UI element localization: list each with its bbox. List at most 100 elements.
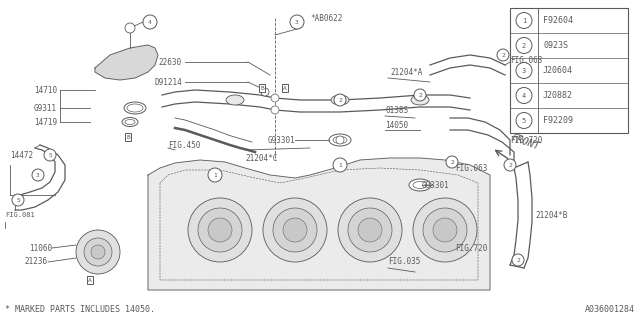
- Text: 14710: 14710: [34, 85, 57, 94]
- Text: A: A: [283, 85, 287, 91]
- Text: 14719: 14719: [34, 117, 57, 126]
- Text: F92604: F92604: [543, 16, 573, 25]
- Text: FRONT: FRONT: [510, 132, 541, 152]
- Text: FIG.720: FIG.720: [510, 135, 542, 145]
- Ellipse shape: [413, 181, 427, 188]
- Circle shape: [433, 218, 457, 242]
- Circle shape: [198, 208, 242, 252]
- Circle shape: [423, 208, 467, 252]
- Circle shape: [76, 230, 120, 274]
- Circle shape: [84, 238, 112, 266]
- Circle shape: [334, 94, 346, 106]
- Text: A036001284: A036001284: [585, 306, 635, 315]
- Text: 11060: 11060: [29, 244, 52, 252]
- Ellipse shape: [329, 134, 351, 146]
- Circle shape: [143, 15, 157, 29]
- Circle shape: [208, 218, 232, 242]
- Text: J20882: J20882: [543, 91, 573, 100]
- Text: D91214: D91214: [154, 77, 182, 86]
- Ellipse shape: [411, 95, 429, 105]
- Circle shape: [358, 218, 382, 242]
- Text: FIG.063: FIG.063: [455, 164, 488, 172]
- Circle shape: [336, 136, 344, 144]
- Text: 3: 3: [522, 68, 526, 74]
- Text: 14050: 14050: [385, 121, 408, 130]
- Circle shape: [283, 218, 307, 242]
- Text: FIG.450: FIG.450: [168, 140, 200, 149]
- Circle shape: [273, 208, 317, 252]
- Text: 1: 1: [338, 163, 342, 167]
- Circle shape: [261, 88, 269, 96]
- Text: FIG.081: FIG.081: [5, 212, 35, 218]
- Text: *AB0622: *AB0622: [310, 13, 342, 22]
- Polygon shape: [148, 158, 490, 290]
- Text: * MARKED PARTS INCLUDES 14050.: * MARKED PARTS INCLUDES 14050.: [5, 306, 155, 315]
- Text: 2: 2: [450, 159, 454, 164]
- Circle shape: [512, 254, 524, 266]
- Text: 0923S: 0923S: [543, 41, 568, 50]
- Text: G93301: G93301: [268, 135, 295, 145]
- Text: 21204*A: 21204*A: [390, 68, 422, 76]
- Text: 2: 2: [522, 43, 526, 49]
- Text: 4: 4: [522, 92, 526, 99]
- Text: 21204*B: 21204*B: [535, 211, 568, 220]
- Ellipse shape: [333, 137, 347, 143]
- Circle shape: [516, 37, 532, 53]
- Circle shape: [208, 168, 222, 182]
- Circle shape: [516, 87, 532, 103]
- Circle shape: [348, 208, 392, 252]
- Text: 3: 3: [295, 20, 299, 25]
- Circle shape: [497, 49, 509, 61]
- Circle shape: [413, 198, 477, 262]
- Circle shape: [32, 169, 44, 181]
- Circle shape: [91, 245, 105, 259]
- Circle shape: [446, 156, 458, 168]
- Text: B: B: [126, 134, 130, 140]
- Circle shape: [504, 159, 516, 171]
- Ellipse shape: [226, 95, 244, 105]
- Text: 2: 2: [501, 52, 505, 58]
- Circle shape: [414, 89, 426, 101]
- Text: G93301: G93301: [422, 180, 450, 189]
- Text: G9311: G9311: [34, 103, 57, 113]
- Text: 5: 5: [48, 153, 52, 157]
- Text: 5: 5: [522, 117, 526, 124]
- Text: 14472: 14472: [10, 150, 33, 159]
- Circle shape: [188, 198, 252, 262]
- Text: 5: 5: [16, 197, 20, 203]
- Text: 2: 2: [418, 92, 422, 98]
- Circle shape: [338, 198, 402, 262]
- Text: F92209: F92209: [543, 116, 573, 125]
- Text: 21204*C: 21204*C: [245, 154, 277, 163]
- Text: FIG.035: FIG.035: [388, 258, 420, 267]
- Ellipse shape: [409, 179, 431, 191]
- Circle shape: [44, 149, 56, 161]
- Circle shape: [12, 194, 24, 206]
- Text: J20604: J20604: [543, 66, 573, 75]
- Text: A: A: [88, 277, 92, 283]
- Bar: [510, 8, 628, 133]
- Text: 4: 4: [148, 20, 152, 25]
- Ellipse shape: [122, 117, 138, 126]
- Text: 2: 2: [508, 163, 512, 167]
- Text: 1: 1: [213, 172, 217, 178]
- Ellipse shape: [124, 102, 146, 114]
- Circle shape: [516, 62, 532, 78]
- Text: 0138S: 0138S: [385, 106, 408, 115]
- Circle shape: [263, 198, 327, 262]
- Circle shape: [271, 106, 279, 114]
- Circle shape: [516, 113, 532, 129]
- Text: 3: 3: [36, 172, 40, 178]
- Polygon shape: [95, 45, 158, 80]
- Circle shape: [271, 94, 279, 102]
- Circle shape: [333, 158, 347, 172]
- Text: 1: 1: [522, 18, 526, 23]
- Circle shape: [516, 12, 532, 28]
- Circle shape: [290, 15, 304, 29]
- Ellipse shape: [127, 104, 143, 112]
- Text: FIG.063: FIG.063: [510, 55, 542, 65]
- Text: FIG.720: FIG.720: [455, 244, 488, 252]
- Text: B: B: [260, 85, 264, 91]
- Ellipse shape: [125, 119, 135, 124]
- Text: 2: 2: [516, 258, 520, 262]
